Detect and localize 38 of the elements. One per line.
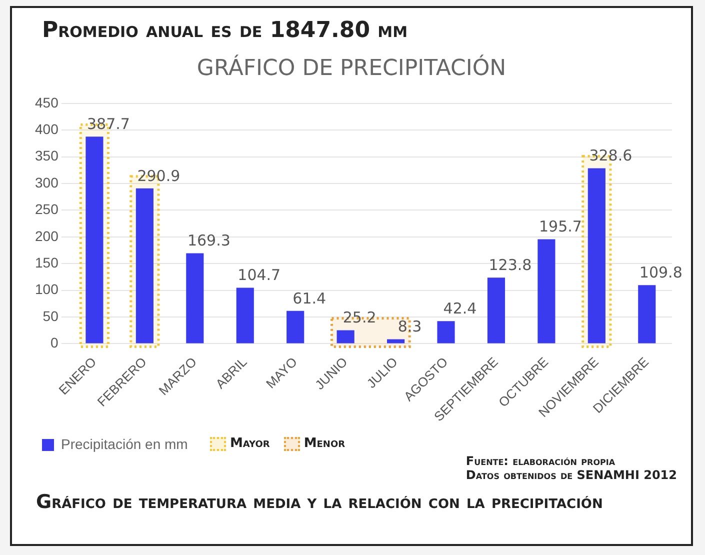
y-tick-label: 200 bbox=[35, 228, 59, 244]
data-label: 25.2 bbox=[342, 308, 376, 327]
data-label: 195.7 bbox=[538, 218, 582, 236]
bar bbox=[437, 321, 455, 344]
y-tick-label: 0 bbox=[50, 334, 59, 351]
legend-label: Menor bbox=[304, 436, 346, 451]
bar bbox=[487, 278, 506, 344]
text: Gráfico de temperatura media y la relación con la precipitación bbox=[36, 490, 604, 514]
data-label: 169.3 bbox=[187, 232, 230, 250]
data-label: 109.8 bbox=[639, 263, 682, 282]
data-label: 123.8 bbox=[488, 256, 532, 274]
legend-label: Precipitación en mm bbox=[61, 436, 188, 452]
y-tick-label: 350 bbox=[35, 148, 59, 164]
y-tick-label: 450 bbox=[35, 94, 59, 110]
y-tick-label: 100 bbox=[35, 281, 59, 298]
y-tick-label: 250 bbox=[35, 201, 59, 218]
y-tick-label: 400 bbox=[35, 120, 59, 137]
bar bbox=[236, 288, 254, 344]
bar bbox=[286, 310, 304, 344]
text: Promedio anual es de 1847.80 mm bbox=[42, 18, 408, 43]
y-tick-label: 300 bbox=[35, 174, 59, 190]
bar bbox=[336, 330, 354, 344]
data-label: 328.6 bbox=[589, 146, 632, 165]
chart-title: GRÁFICO DE PRECIPITACIÓN bbox=[196, 56, 508, 81]
source-note: Fuente: elaboración propia bbox=[466, 454, 616, 468]
bar bbox=[186, 253, 204, 344]
text: Datos obtenidos de SENAMHI 2012 bbox=[466, 468, 677, 482]
data-label: 290.9 bbox=[137, 166, 180, 185]
legend-label: Mayor bbox=[230, 436, 270, 451]
data-label: 61.4 bbox=[292, 289, 326, 308]
bar bbox=[638, 285, 656, 344]
y-tick-label: 150 bbox=[35, 254, 59, 270]
bar bbox=[538, 239, 556, 344]
data-label: 8.3 bbox=[398, 318, 422, 336]
y-tick-label: 50 bbox=[42, 308, 59, 324]
data-label: 42.4 bbox=[443, 299, 477, 318]
data-label: 104.7 bbox=[238, 266, 281, 284]
data-label: 387.7 bbox=[86, 115, 130, 134]
